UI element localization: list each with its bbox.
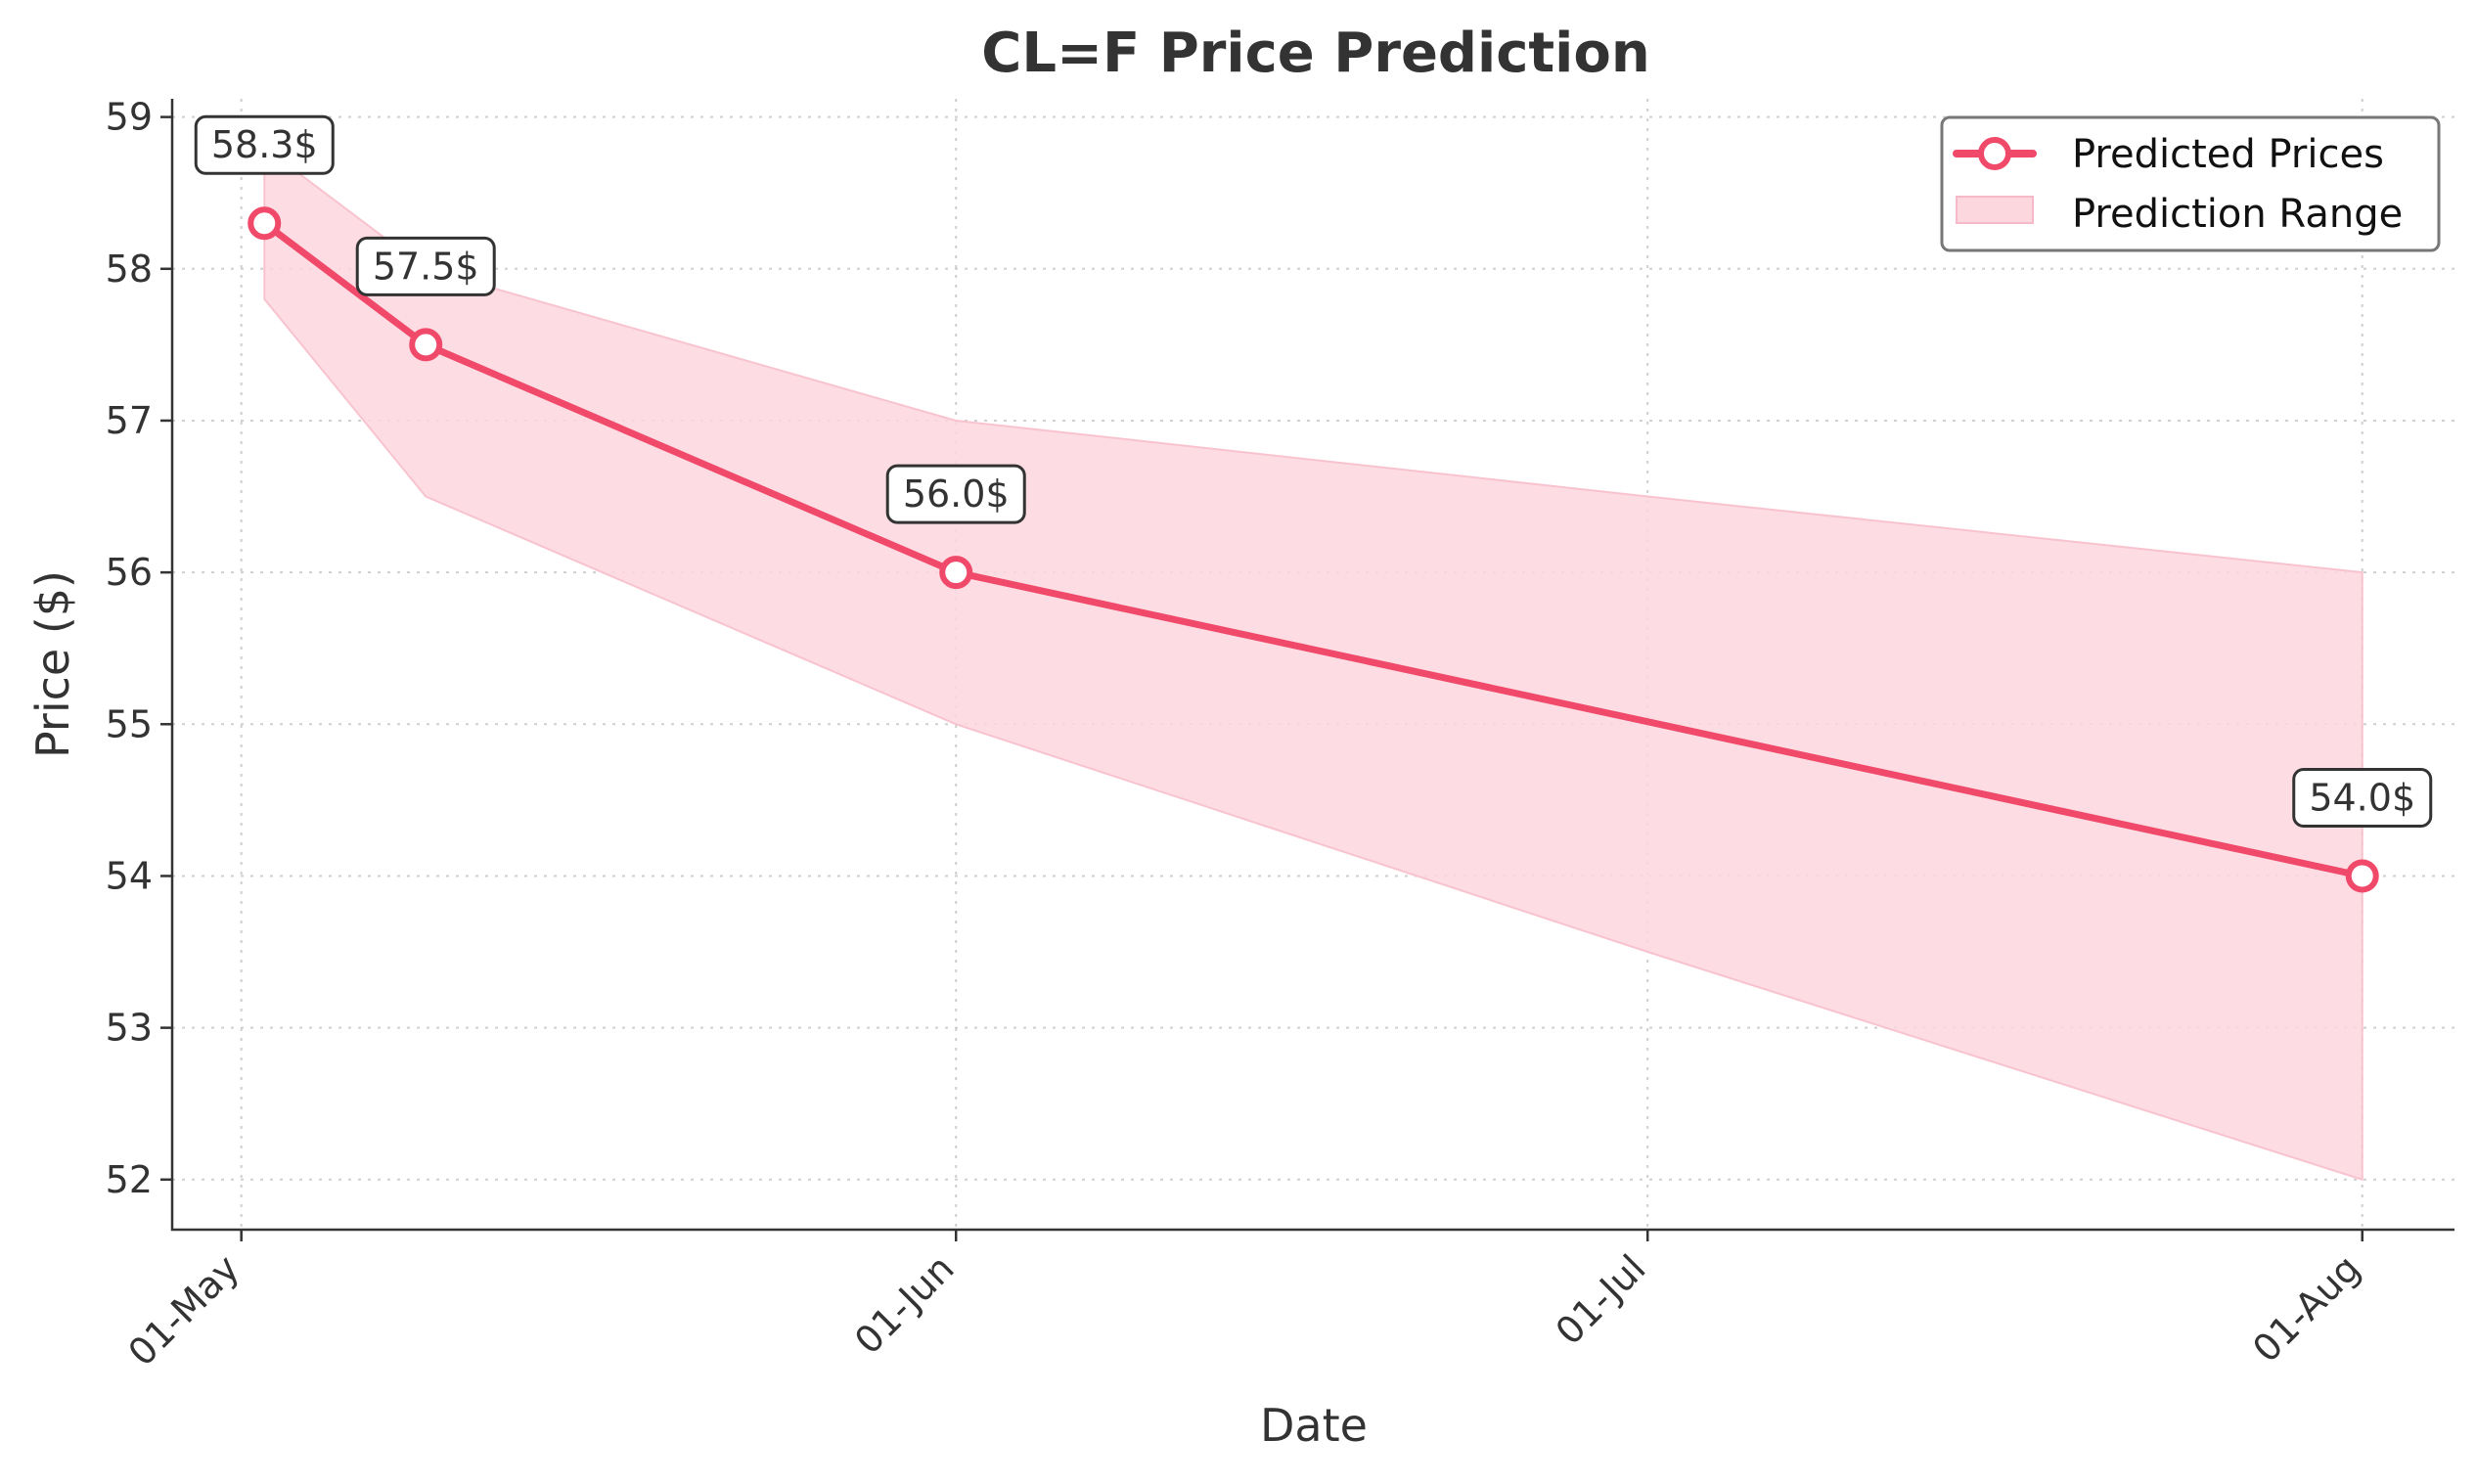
axis-spine: [170, 99, 2454, 1232]
legend-label-predicted: Predicted Prices: [2072, 132, 2384, 177]
y-tick-label: 59: [106, 96, 153, 139]
x-tick-label: 01-May: [120, 1246, 248, 1374]
chart-title: CL=F Price Prediction: [981, 22, 1649, 85]
data-label-box: [2292, 767, 2433, 828]
x-tick-label: 01-Jul: [1548, 1246, 1654, 1353]
y-axis-title: Price ($): [26, 570, 79, 758]
y-tick-label: 56: [106, 551, 153, 594]
predicted-prices-markers: [248, 206, 2379, 893]
y-tick-label: 57: [106, 399, 153, 442]
data-labels: 58.3$ 57.5$ 56.0$ 54.0$: [194, 114, 2433, 828]
y-tick-label: 54: [106, 854, 153, 897]
y-tick-label: 55: [106, 702, 153, 745]
predicted-price-point: [248, 206, 282, 241]
y-tick-label: 53: [106, 1007, 153, 1050]
y-tick-label: 52: [106, 1158, 153, 1201]
data-label-box: [355, 236, 496, 296]
y-tick-label: 58: [106, 247, 153, 291]
legend-marker-predicted: [1978, 137, 2011, 170]
data-label: 57.5$: [373, 245, 479, 288]
predicted-price-point: [2345, 859, 2379, 893]
predicted-prices-series: [260, 219, 2366, 879]
grid: [172, 99, 2454, 1230]
data-label-box: [885, 464, 1026, 524]
x-tick-label: 01-Jun: [846, 1246, 962, 1362]
prediction-range-area: [263, 145, 2363, 1182]
data-label: 54.0$: [2309, 776, 2415, 819]
axes: [170, 99, 2454, 1232]
prediction-range-band: [263, 145, 2363, 1182]
predicted-price-point: [409, 328, 443, 362]
legend-swatch-range: [1956, 196, 2034, 224]
data-label: 58.3$: [211, 123, 318, 166]
predicted-prices-line: [260, 219, 2366, 879]
legend: Predicted Prices Prediction Range: [1940, 115, 2441, 252]
legend-box: [1940, 115, 2441, 252]
data-label: 56.0$: [903, 472, 1010, 516]
data-label-box: [194, 114, 335, 175]
x-axis-title: Date: [1260, 1399, 1368, 1452]
x-tick-label: 01-Aug: [2244, 1246, 2368, 1371]
predicted-price-point: [939, 556, 973, 590]
legend-label-range: Prediction Range: [2072, 192, 2403, 237]
